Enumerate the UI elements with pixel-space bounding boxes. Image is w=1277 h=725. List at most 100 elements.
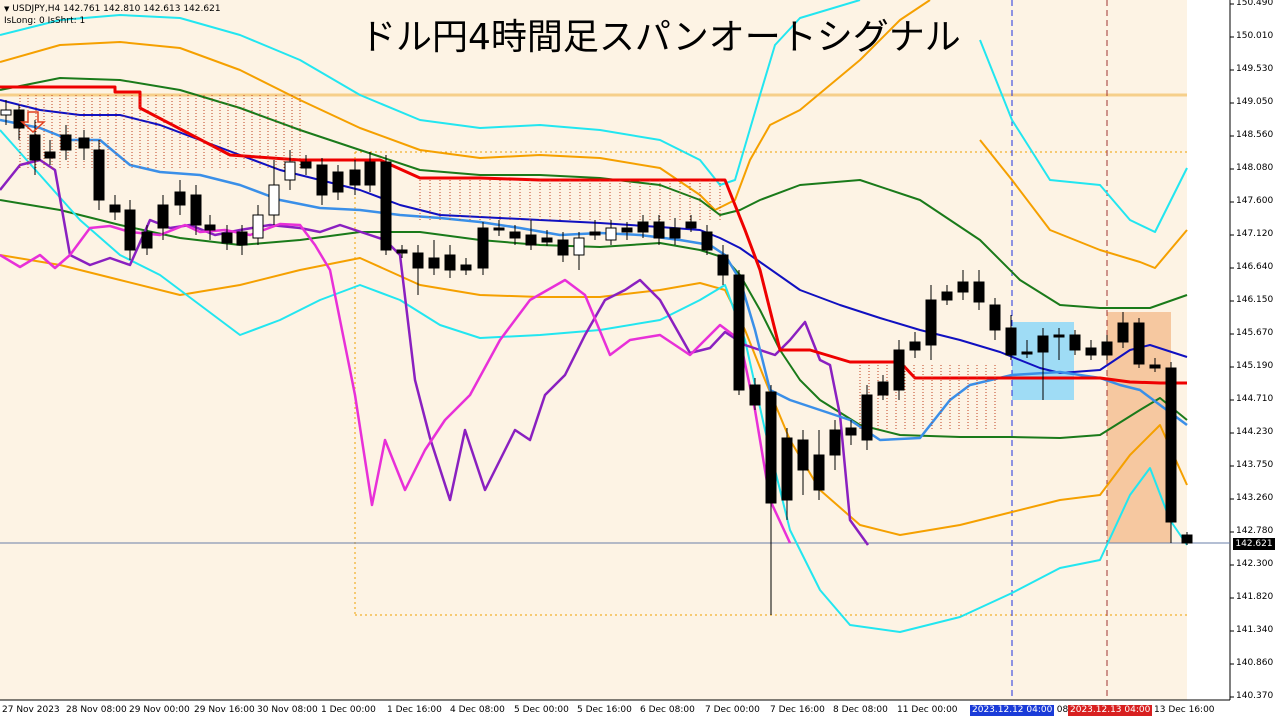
candle-body — [44, 151, 56, 159]
time-tick-label: 7 Dec 00:00 — [705, 705, 760, 715]
candle-body — [1037, 335, 1049, 353]
signal-flags: IsLong: 0 IsShrt: 1 — [4, 16, 86, 26]
candle-body — [797, 439, 809, 471]
candle-body — [1101, 341, 1113, 356]
price-tick-label: 147.600 — [1236, 196, 1274, 206]
candle-body — [557, 239, 569, 256]
candle-body — [941, 291, 953, 301]
price-tick-label: 144.710 — [1236, 394, 1274, 404]
price-tick-label: 149.530 — [1236, 64, 1274, 74]
lower-cyan-band — [0, 129, 1188, 633]
current-price-label: 142.621 — [1233, 538, 1275, 550]
candle-body — [60, 134, 72, 151]
time-tick-label: 5 Dec 16:00 — [577, 705, 632, 715]
price-tick-label: 145.190 — [1236, 361, 1274, 371]
time-tick-label: 7 Dec 16:00 — [770, 705, 825, 715]
candle-body — [829, 429, 841, 456]
candle-body — [316, 164, 328, 196]
candle-body — [877, 381, 889, 396]
candle-body — [268, 184, 280, 216]
candle-body — [957, 281, 969, 293]
candle-body — [1165, 367, 1177, 523]
candle-body — [573, 237, 585, 256]
candle-body — [364, 161, 376, 186]
candle-body — [813, 454, 825, 491]
candle-body — [236, 231, 248, 246]
blue-marker-label: 2023.12.12 04:00 — [970, 705, 1055, 716]
candle-body — [1133, 322, 1145, 365]
price-tick-label: 144.230 — [1236, 427, 1274, 437]
lower-orange-band — [0, 254, 1188, 536]
candle-body — [109, 204, 121, 213]
symbol-ohlc: USDJPY,H4 142.761 142.810 142.613 142.62… — [12, 4, 221, 14]
candle-body — [525, 234, 537, 246]
red-marker-label: 2023.12.13 04:00 — [1068, 705, 1153, 716]
sell-arrow-icon — [20, 111, 46, 134]
candle-body — [541, 237, 553, 243]
time-tick-label: 27 Nov 2023 — [2, 705, 60, 715]
upper-green-band — [0, 77, 1188, 309]
collapse-triangle-icon[interactable]: ▼ — [4, 5, 10, 13]
time-tick-label: 28 Nov 08:00 — [66, 705, 127, 715]
candle-body — [589, 231, 601, 236]
plot-background — [0, 0, 1187, 700]
candle-body — [637, 221, 649, 233]
candle-body — [444, 254, 456, 271]
candle-body — [396, 249, 408, 254]
price-tick-label: 147.120 — [1236, 229, 1274, 239]
upper-orange-band — [0, 0, 931, 211]
upper-cyan-band — [0, 0, 861, 186]
candle-body — [252, 214, 264, 239]
price-tick-label: 145.670 — [1236, 328, 1274, 338]
candle-body — [701, 231, 713, 251]
candle-body — [493, 227, 505, 231]
candle-body — [141, 231, 153, 249]
candle-body — [93, 149, 105, 201]
candle-body — [749, 384, 761, 406]
candle-body — [0, 109, 12, 116]
time-tick-label: 11 Dec 00:00 — [897, 705, 958, 715]
time-tick-label: 4 Dec 08:00 — [450, 705, 505, 715]
upper-orange-band-right — [979, 139, 1188, 269]
candle-body — [669, 227, 681, 239]
price-tick-label: 141.820 — [1236, 592, 1274, 602]
time-tick-label: 1 Dec 00:00 — [321, 705, 376, 715]
candle-body — [284, 161, 296, 181]
oscillator-magenta-line — [0, 222, 792, 544]
candle-body — [925, 299, 937, 346]
candle-body — [1021, 351, 1033, 355]
time-tick-label: 29 Nov 16:00 — [194, 705, 255, 715]
price-tick-label: 146.640 — [1236, 262, 1274, 272]
candle-body — [300, 161, 312, 169]
candle-body — [460, 264, 472, 271]
time-tick-label: 13 Dec 16:00 — [1154, 705, 1215, 715]
price-tick-label: 142.780 — [1236, 526, 1274, 536]
time-tick-label: 8 Dec 08:00 — [833, 705, 888, 715]
price-tick-label: 143.750 — [1236, 460, 1274, 470]
candle-body — [29, 134, 41, 161]
chart-title: ドル円4時間足スパンオートシグナル — [360, 17, 961, 58]
candle-body — [1005, 327, 1017, 356]
price-tick-label: 146.150 — [1236, 295, 1274, 305]
candle-body — [1085, 347, 1097, 356]
time-tick-label: c 08 — [1049, 705, 1069, 715]
chart-info: ▼ USDJPY,H4 142.761 142.810 142.613 142.… — [4, 3, 221, 27]
candle-body — [190, 194, 202, 226]
price-tick-label: 140.370 — [1236, 691, 1274, 701]
price-tick-label: 148.560 — [1236, 130, 1274, 140]
candle-body — [621, 227, 633, 233]
candle-body — [861, 394, 873, 441]
symbol-line: ▼ USDJPY,H4 142.761 142.810 142.613 142.… — [4, 3, 221, 15]
candle-body — [1149, 364, 1161, 369]
candle-body — [1053, 334, 1065, 338]
price-tick-label: 150.490 — [1236, 0, 1274, 8]
price-tick-label: 140.860 — [1236, 658, 1274, 668]
candle-body — [78, 137, 90, 149]
candle-body — [428, 257, 440, 269]
candle-body — [412, 252, 424, 269]
candle-body — [509, 231, 521, 239]
price-tick-label: 142.300 — [1236, 559, 1274, 569]
time-tick-label: 30 Nov 08:00 — [257, 705, 318, 715]
